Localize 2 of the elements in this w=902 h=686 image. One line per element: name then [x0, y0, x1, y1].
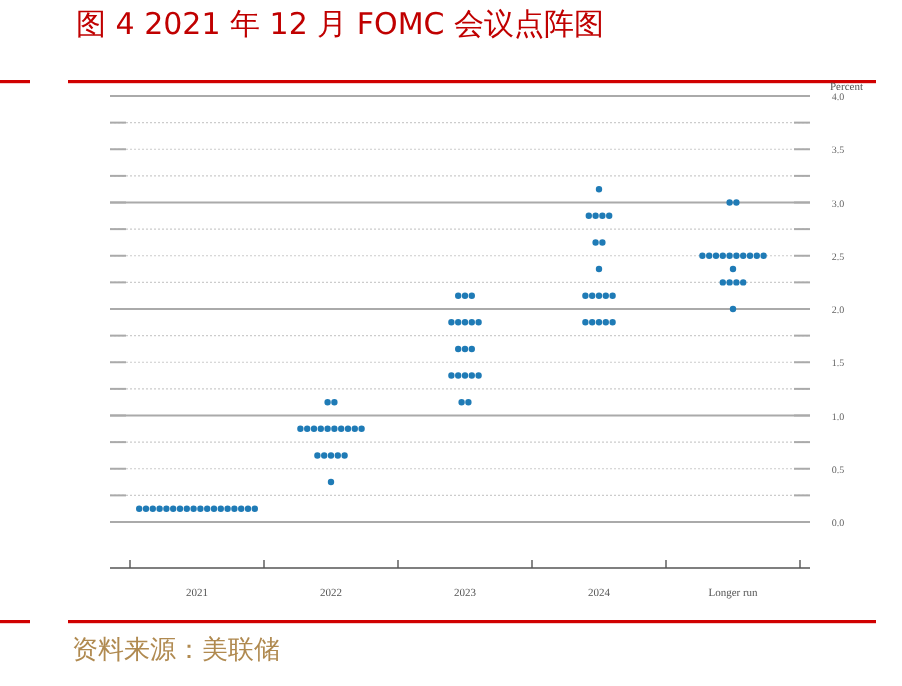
chart-title: 图 4 2021 年 12 月 FOMC 会议点阵图 — [76, 6, 605, 42]
text: 资料来源：美联储 — [72, 634, 280, 666]
